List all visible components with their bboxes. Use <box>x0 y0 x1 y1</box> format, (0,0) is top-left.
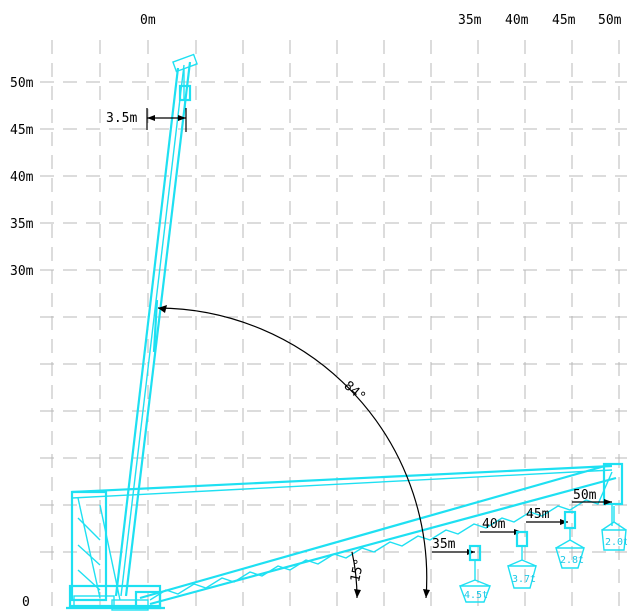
load-weight-35m: 4.5t <box>464 590 488 601</box>
load-point-50m: 50m 2.0t <box>572 488 627 551</box>
load-radius-35m: 35m <box>432 537 456 552</box>
angle-15-arc: 15° <box>348 551 368 599</box>
y-label-0: 0 <box>22 595 30 610</box>
x-label-35m: 35m <box>458 13 482 28</box>
load-weight-45m: 2.8t <box>560 555 584 566</box>
load-point-40m: 40m 3.7t <box>480 517 537 589</box>
angle-15-label: 15° <box>348 557 368 583</box>
load-weight-40m: 3.7t <box>512 574 536 585</box>
y-label-45m: 45m <box>10 123 34 138</box>
y-label-30m: 30m <box>10 264 34 279</box>
load-radius-40m: 40m <box>482 517 506 532</box>
load-radius-50m: 50m <box>573 488 597 503</box>
boom-low <box>71 462 624 610</box>
load-weight-50m: 2.0t <box>605 537 627 548</box>
dimension-label: 3.5m <box>106 111 137 126</box>
load-point-45m: 45m 2.8t <box>526 507 585 569</box>
boom-high <box>114 53 198 597</box>
x-label-50m: 50m <box>598 13 622 28</box>
dimension-3.5m: 3.5m <box>106 108 187 132</box>
load-point-35m: 35m 4.5t <box>432 537 492 603</box>
y-label-35m: 35m <box>10 217 34 232</box>
x-label-0m: 0m <box>140 13 156 28</box>
load-radius-45m: 45m <box>526 507 550 522</box>
y-label-40m: 40m <box>10 170 34 185</box>
angle-84-label: 84° <box>341 378 369 405</box>
x-label-40m: 40m <box>505 13 529 28</box>
y-label-50m: 50m <box>10 76 34 91</box>
x-label-45m: 45m <box>552 13 576 28</box>
